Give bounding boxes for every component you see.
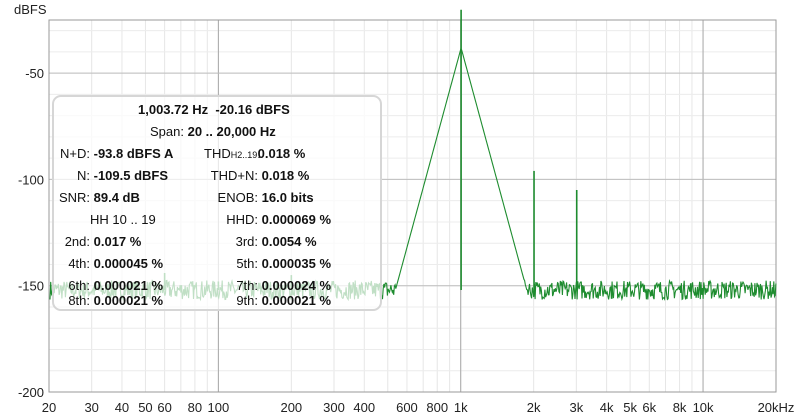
x-tick-label: 3k <box>569 400 583 415</box>
h2-value: 0.017 % <box>93 234 142 249</box>
h4-row: 4th: 0.000045 % <box>54 256 163 271</box>
h5-row: 5th: 0.000035 % <box>204 256 331 271</box>
h3-label: 3rd: <box>235 234 258 249</box>
hhd-row: HHD: 0.000069 % <box>204 212 331 227</box>
enob-value: 16.0 bits <box>261 190 314 205</box>
x-tick-label: 50 <box>138 400 152 415</box>
x-tick-label: 20 <box>42 400 56 415</box>
nd-row: N+D: -93.8 dBFS A <box>54 146 173 161</box>
h9-label: 9th: <box>236 293 258 308</box>
x-tick-label: 10k <box>693 400 714 415</box>
span-label: Span: <box>150 124 184 139</box>
enob-label: ENOB: <box>217 190 258 205</box>
x-tick-label: 800 <box>426 400 448 415</box>
x-tick-label: 2k <box>527 400 541 415</box>
x-tick-label: 80 <box>188 400 202 415</box>
thd-value: 0.018 % <box>257 146 306 161</box>
span-readout: Span: 20 .. 20,000 Hz <box>150 124 276 139</box>
thdn-value: 0.018 % <box>261 168 310 183</box>
h8-row: 8th: 0.000021 % <box>54 293 163 308</box>
y-tick-label: -150 <box>18 279 44 294</box>
n-label: N: <box>77 168 90 183</box>
snr-row: SNR: 89.4 dB <box>54 190 140 205</box>
nd-value: -93.8 dBFS A <box>93 146 174 161</box>
enob-row: ENOB: 16.0 bits <box>204 190 314 205</box>
hh-range-label: HH 10 .. 19 <box>90 212 156 227</box>
h9-value: 0.000021 % <box>261 293 332 308</box>
h2-label: 2nd: <box>64 234 90 249</box>
h6-label: 6th: <box>68 278 90 293</box>
x-tick-label: 200 <box>280 400 302 415</box>
h8-value: 0.000021 % <box>93 293 164 308</box>
y-axis-label: dBFS <box>14 2 47 17</box>
y-tick-label: -100 <box>18 172 44 187</box>
x-tick-label: 300 <box>323 400 345 415</box>
h4-label: 4th: <box>68 256 90 271</box>
hhd-label: HHD: <box>226 212 258 227</box>
hhd-value: 0.000069 % <box>261 212 332 227</box>
x-tick-label: 30 <box>84 400 98 415</box>
h8-label: 8th: <box>68 293 90 308</box>
n-row: N: -109.5 dBFS <box>54 168 168 183</box>
x-tick-label: 600 <box>396 400 418 415</box>
h9-row: 9th: 0.000021 % <box>204 293 331 308</box>
x-tick-label: 6k <box>642 400 656 415</box>
fundamental-frequency: 1,003.72 Hz <box>138 102 209 117</box>
h2-row: 2nd: 0.017 % <box>54 234 142 249</box>
measurement-panel[interactable]: 1,003.72 Hz -20.16 dBFS Span: 20 .. 20,0… <box>52 95 382 311</box>
fundamental-readout: 1,003.72 Hz -20.16 dBFS <box>138 102 290 117</box>
x-tick-label: 400 <box>353 400 375 415</box>
x-tick-label: 60 <box>157 400 171 415</box>
plot-frame <box>48 19 777 393</box>
x-tick-label: 1k <box>454 400 468 415</box>
snr-label: SNR: <box>58 190 90 205</box>
x-tick-label: 8k <box>673 400 687 415</box>
h7-value: 0.000024 % <box>261 278 332 293</box>
h6-row: 6th: 0.000021 % <box>54 278 163 293</box>
thdn-label: THD+N: <box>210 168 258 183</box>
y-tick-label: -200 <box>18 385 44 400</box>
thdn-row: THD+N: 0.018 % <box>204 168 310 183</box>
x-tick-label: 4k <box>600 400 614 415</box>
grid <box>48 19 777 393</box>
x-tick-label: 20kHz <box>758 400 795 415</box>
snr-value: 89.4 dB <box>93 190 140 205</box>
thd-row: THDH2..19: 0.018 % <box>204 146 305 161</box>
h7-row: 7th: 0.000024 % <box>204 278 331 293</box>
n-value: -109.5 dBFS <box>93 168 169 183</box>
h5-value: 0.000035 % <box>261 256 332 271</box>
h3-value: 0.0054 % <box>261 234 317 249</box>
h4-value: 0.000045 % <box>93 256 164 271</box>
h5-label: 5th: <box>236 256 258 271</box>
thd-label: THDH2..19: <box>204 146 261 161</box>
y-tick-label: -50 <box>25 66 44 81</box>
x-tick-label: 5k <box>623 400 637 415</box>
x-tick-label: 100 <box>208 400 230 415</box>
fundamental-level: -20.16 dBFS <box>215 102 290 117</box>
nd-label: N+D: <box>60 146 90 161</box>
h7-label: 7th: <box>236 278 258 293</box>
x-tick-label: 40 <box>115 400 129 415</box>
span-value: 20 .. 20,000 Hz <box>187 124 276 139</box>
axes: 20 30 40 50 60 80 100 200 300 400 600 800 1k 2k 3k 4k 5k… <box>18 66 794 415</box>
h6-value: 0.000021 % <box>93 278 164 293</box>
h3-row: 3rd: 0.0054 % <box>204 234 317 249</box>
